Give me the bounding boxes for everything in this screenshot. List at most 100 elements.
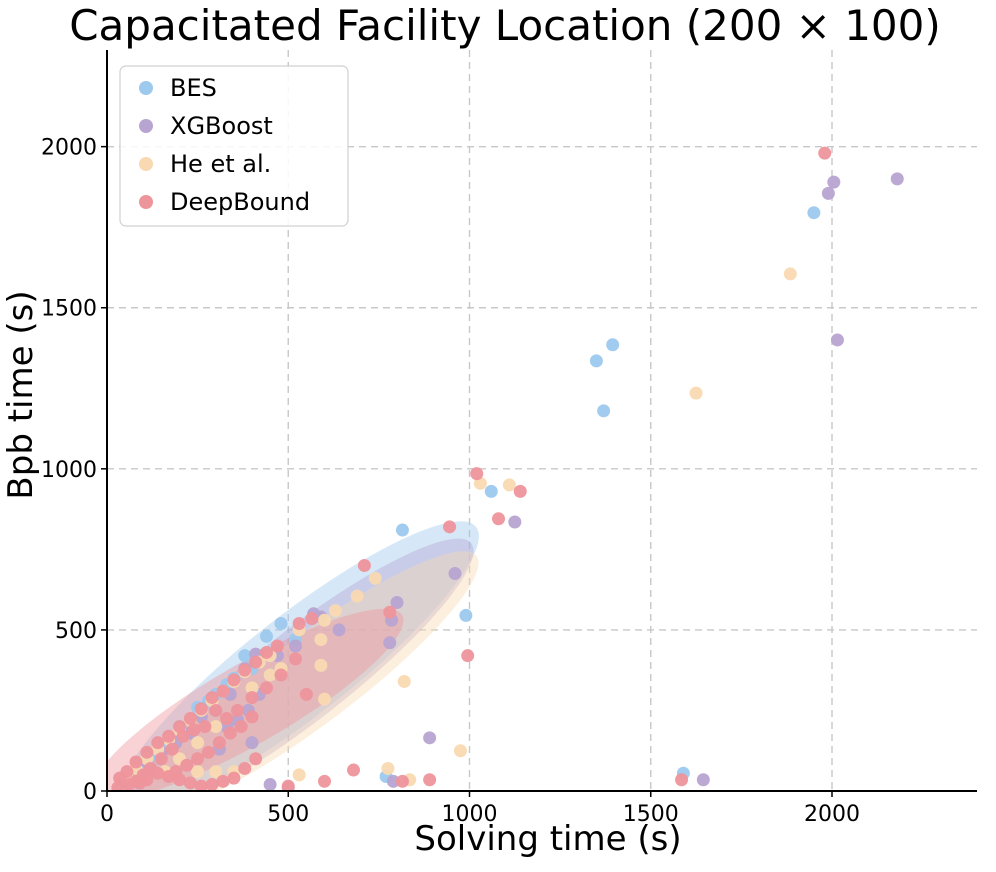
legend: BES XGBoost He et al. DeepBound xyxy=(119,65,349,227)
point-he-et-al xyxy=(397,674,411,688)
legend-marker-deepbound xyxy=(139,195,153,209)
point-deepbound xyxy=(151,766,165,780)
point-deepbound xyxy=(818,146,832,160)
point-deepbound xyxy=(205,778,219,791)
x-axis-label: Solving time (s) xyxy=(414,819,681,859)
point-deepbound xyxy=(183,776,197,790)
point-deepbound xyxy=(357,558,371,572)
point-deepbound xyxy=(423,773,437,787)
point-he-et-al xyxy=(191,736,205,750)
point-xgboost xyxy=(289,639,302,653)
point-deepbound xyxy=(395,774,409,788)
point-deepbound xyxy=(249,655,263,669)
point-xgboost xyxy=(448,567,462,581)
point-he-et-al xyxy=(368,571,382,585)
point-deepbound xyxy=(299,687,313,701)
point-deepbound xyxy=(198,720,212,734)
point-he-et-al xyxy=(328,604,342,618)
point-deepbound xyxy=(260,681,273,695)
point-he-et-al xyxy=(453,744,467,758)
point-bes xyxy=(260,629,273,643)
y-tick-label: 0 xyxy=(83,780,97,805)
point-deepbound xyxy=(129,755,143,769)
point-he-et-al xyxy=(502,478,516,492)
point-bes xyxy=(395,523,409,537)
point-xgboost xyxy=(386,774,400,788)
point-deepbound xyxy=(231,703,244,717)
point-deepbound xyxy=(216,774,230,788)
point-xgboost xyxy=(332,623,346,637)
point-xgboost xyxy=(696,773,710,787)
point-xgboost xyxy=(390,596,404,610)
point-bes xyxy=(606,338,620,352)
point-deepbound xyxy=(492,512,505,526)
point-deepbound xyxy=(289,652,302,666)
point-he-et-al xyxy=(314,633,328,647)
y-axis-ticks: 0 500 1000 1500 2000 xyxy=(41,136,107,805)
point-xgboost xyxy=(245,736,259,750)
point-deepbound xyxy=(154,752,168,766)
point-bes xyxy=(484,484,498,498)
point-deepbound xyxy=(347,763,360,777)
point-deepbound xyxy=(234,720,248,734)
point-deepbound xyxy=(305,612,319,626)
point-deepbound xyxy=(675,773,689,787)
point-deepbound xyxy=(249,752,263,766)
y-tick-label: 1500 xyxy=(41,297,97,322)
point-xgboost xyxy=(508,515,522,529)
legend-label-deepbound: DeepBound xyxy=(170,188,310,216)
point-deepbound xyxy=(176,729,190,743)
point-he-et-al xyxy=(263,668,277,682)
legend-marker-xgboost xyxy=(139,119,153,133)
point-bes xyxy=(597,404,611,418)
point-deepbound xyxy=(194,702,208,716)
chart-title: Capacitated Facility Location (200 × 100… xyxy=(69,1,941,50)
point-deepbound xyxy=(227,771,241,785)
point-deepbound xyxy=(238,761,252,775)
point-deepbound xyxy=(220,712,234,726)
point-he-et-al xyxy=(689,386,703,400)
point-bes xyxy=(238,649,252,663)
point-xgboost xyxy=(827,175,841,189)
x-tick-label: 0 xyxy=(100,802,114,827)
point-deepbound xyxy=(223,726,237,740)
point-deepbound xyxy=(470,467,484,481)
point-deepbound xyxy=(162,770,176,784)
point-deepbound xyxy=(191,752,205,766)
point-bes xyxy=(274,616,288,630)
point-deepbound xyxy=(318,774,331,788)
point-he-et-al xyxy=(191,765,205,779)
point-he-et-al xyxy=(381,761,395,775)
point-deepbound xyxy=(513,484,527,498)
point-deepbound xyxy=(274,668,288,682)
point-deepbound xyxy=(205,691,219,705)
point-xgboost xyxy=(821,186,835,200)
point-deepbound xyxy=(238,663,252,677)
point-deepbound xyxy=(162,729,176,743)
legend-marker-he-et-al xyxy=(139,157,153,171)
point-deepbound xyxy=(165,742,179,756)
point-deepbound xyxy=(111,781,125,791)
legend-label-he-et-al: He et al. xyxy=(170,150,271,178)
x-tick-label: 2000 xyxy=(804,802,860,827)
point-deepbound xyxy=(245,710,259,724)
point-he-et-al xyxy=(318,692,331,706)
y-tick-label: 500 xyxy=(55,619,97,644)
data-points xyxy=(111,146,904,791)
point-bes xyxy=(459,608,473,622)
point-deepbound xyxy=(292,616,306,630)
point-he-et-al xyxy=(783,267,797,281)
point-deepbound xyxy=(187,723,201,737)
point-he-et-al xyxy=(292,768,306,782)
point-he-et-al xyxy=(209,720,223,734)
point-deepbound xyxy=(133,776,147,790)
point-deepbound xyxy=(180,758,194,772)
point-xgboost xyxy=(383,636,397,650)
point-deepbound xyxy=(173,773,186,787)
point-deepbound xyxy=(122,778,136,791)
point-xgboost xyxy=(830,333,844,347)
point-he-et-al xyxy=(318,613,331,627)
x-axis-ticks: 0 500 1000 1500 2000 xyxy=(100,791,860,827)
point-deepbound xyxy=(260,645,273,659)
